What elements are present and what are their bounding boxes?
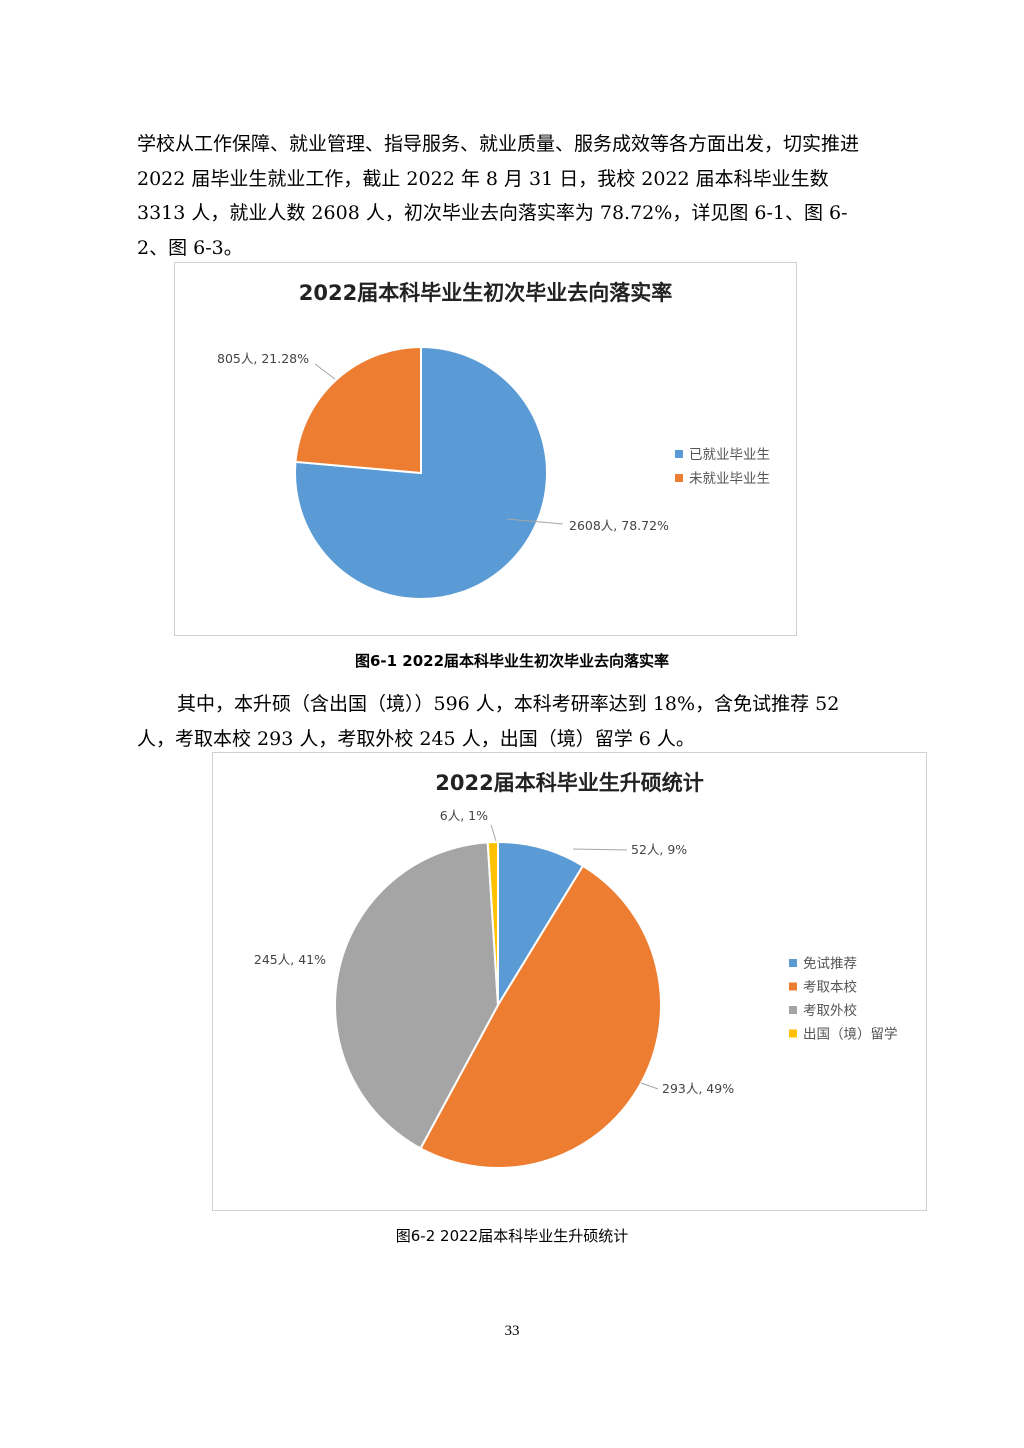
leader-line: [572, 848, 628, 851]
legend-swatch: [789, 1029, 797, 1038]
legend-swatch: [789, 959, 797, 967]
chart-2-pie: 52人, 9% 293人, 49% 245人, 41% 6人, 1% 免试推荐考取本校考…: [254, 808, 898, 1169]
chart-1-title: 2022届本科毕业生初次毕业去向落实率: [298, 281, 673, 305]
chart-2-title: 2022届本科毕业生升硕统计: [435, 771, 704, 795]
data-label: 6人, 1%: [440, 808, 488, 823]
legend-entry: 考取本校: [803, 979, 857, 996]
paragraph-1: 学校从工作保障、就业管理、指导服务、就业质量、服务成效等各方面出发，切实推进 2…: [137, 133, 860, 259]
data-label: 52人, 9%: [631, 842, 687, 857]
chart-1-box: 2022届本科毕业生初次毕业去向落实率 2608人, 78.72% 805人, 2…: [174, 262, 797, 636]
data-label: 805人, 21.28%: [217, 351, 309, 366]
chart-2-box: 2022届本科毕业生升硕统计 52人, 9% 293人, 49% 245人, 41%…: [212, 752, 927, 1211]
leader-line: [490, 824, 497, 842]
leader-line: [506, 518, 564, 525]
page-number: 33: [504, 1323, 520, 1339]
figure-caption-1: 图6-1 2022届本科毕业生初次毕业去向落实率: [354, 652, 670, 670]
legend-swatch: [675, 474, 683, 482]
legend-swatch: [789, 1006, 797, 1014]
data-label: 293人, 49%: [662, 1081, 734, 1096]
leader-line: [640, 1082, 659, 1090]
pie-slice: [419, 864, 662, 1169]
paragraph-2: 其中，本升硕（含出国（境））596 人，本科考研率达到 18%，含免试推荐 52…: [137, 693, 840, 750]
pie-slice: [486, 840, 499, 1006]
pie-slice: [294, 345, 548, 600]
data-label: 2608人, 78.72%: [569, 518, 669, 533]
legend-swatch: [789, 982, 797, 991]
leader-line: [314, 363, 336, 380]
figure-caption-2: 图6-2 2022届本科毕业生升硕统计: [395, 1227, 629, 1245]
legend-entry: 考取外校: [803, 1002, 857, 1019]
pie-slice: [497, 840, 585, 1009]
legend-entry: 已就业毕业生: [689, 447, 770, 463]
legend-entry: 出国（境）留学: [803, 1027, 898, 1043]
legend-swatch: [675, 450, 683, 458]
legend-entry: 未就业毕业生: [689, 471, 770, 487]
legend-entry: 免试推荐: [803, 956, 857, 972]
pie-slice: [294, 345, 422, 475]
pie-slice: [334, 841, 500, 1150]
data-label: 245人, 41%: [254, 952, 326, 967]
